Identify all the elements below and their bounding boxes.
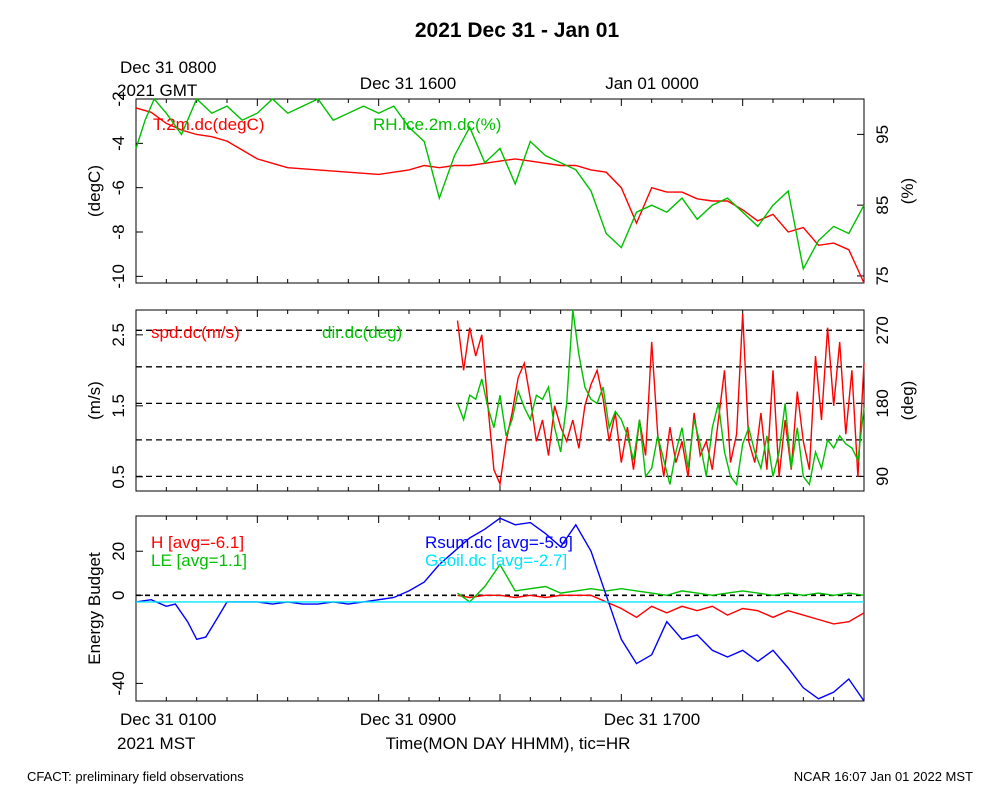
legend-label: dir.dc(deg) (322, 323, 402, 342)
panel-temperature-rh: -10 -8 -6 -4 -2 (degC) 75 85 95 (%) T.2m.dc(degC) R… (85, 91, 917, 288)
legend-label: T.2m.dc(degC) (153, 115, 264, 134)
legend-label: Rsum.dc [avg=-5.9] (425, 533, 573, 552)
legend-label: H [avg=-6.1] (151, 533, 244, 552)
series-line (457, 594, 865, 625)
legend-label: Gsoil.dc [avg=-2.7] (425, 551, 567, 570)
y-tick-label-right: 95 (873, 125, 892, 144)
y-tick-label-left: -40 (109, 671, 128, 696)
y-tick-label-left: 0.5 (109, 465, 128, 489)
top-axis-sub: 2021 GMT (117, 81, 197, 100)
y-axis-label-right: (%) (898, 178, 917, 204)
series-line (456, 313, 865, 487)
y-tick-label-left: 1.5 (109, 394, 128, 418)
y-tick-label-left: -6 (109, 180, 128, 195)
bottom-tick-label-2: Dec 31 1700 (604, 710, 700, 729)
y-axis-label-right: (deg) (898, 381, 917, 421)
y-tick-label-left: -2 (109, 91, 128, 106)
legend-label: spd.dc(m/s) (151, 323, 240, 342)
legend-label: RH.ice.2m.dc(%) (373, 115, 501, 134)
bottom-tick-label-0: Dec 31 0100 (120, 710, 216, 729)
series-line (135, 97, 865, 271)
footer-right: NCAR 16:07 Jan 01 2022 MST (794, 769, 973, 784)
series-line (456, 309, 865, 487)
bottom-axis-sub: 2021 MST (117, 734, 195, 753)
y-tick-label-left: -8 (109, 224, 128, 239)
legend-label: LE [avg=1.1] (151, 551, 247, 570)
y-tick-label-right: 75 (873, 266, 892, 285)
footer-left: CFACT: preliminary field observations (27, 769, 244, 784)
y-tick-label-right: 90 (873, 467, 892, 486)
series-line (135, 107, 865, 284)
plot-frame (135, 309, 865, 492)
bottom-tick-label-1: Dec 31 0900 (360, 710, 456, 729)
y-tick-label-right: 270 (873, 316, 892, 344)
y-tick-label-right: 180 (873, 389, 892, 417)
y-axis-label-left: Energy Budget (85, 552, 104, 665)
chart-title: 2021 Dec 31 - Jan 01 (415, 19, 620, 42)
x-axis-label: Time(MON DAY HHMM), tic=HR (386, 734, 631, 753)
y-axis-label-left: (degC) (85, 165, 104, 217)
panel-wind: 0.5 1.5 2.5 (m/s) 90 180 270 (deg) spd.dc(m/s) di… (85, 309, 917, 492)
y-tick-label-right: 85 (873, 196, 892, 215)
y-tick-label-left: 20 (109, 542, 128, 561)
top-tick-label-2: Jan 01 0000 (605, 74, 699, 93)
y-axis-label-left: (m/s) (85, 381, 104, 420)
y-tick-label-left: 0 (109, 591, 128, 600)
y-tick-label-left: 2.5 (109, 323, 128, 347)
top-tick-label-1: Dec 31 1600 (360, 74, 456, 93)
series-line (457, 563, 865, 603)
y-tick-label-left: -4 (109, 136, 128, 151)
panel-energy-budget: -40 0 20 Energy Budget H [avg=-6.1]LE [avg=1… (85, 515, 865, 702)
top-tick-label-0: Dec 31 0800 (120, 58, 216, 77)
y-tick-label-left: -10 (109, 264, 128, 289)
